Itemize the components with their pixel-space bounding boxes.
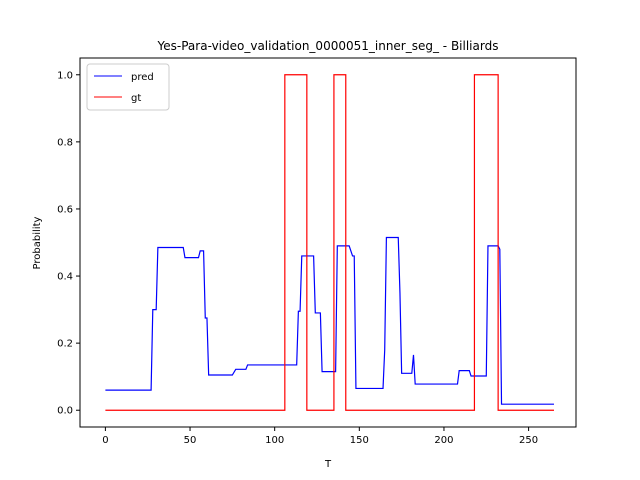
legend-pred-label: pred	[131, 72, 154, 83]
x-axis-label: T	[324, 459, 332, 470]
y-axis-label: Probability	[32, 216, 43, 269]
legend: pred gt	[86, 63, 170, 111]
y-tick-label: 0.2	[57, 339, 73, 350]
legend-box	[86, 63, 170, 111]
y-tick-label: 0.6	[57, 204, 73, 215]
series-layer	[105, 74, 554, 411]
x-tick-label: 100	[265, 435, 284, 446]
y-tick-label: 1.0	[57, 70, 73, 81]
series-line-pred	[105, 236, 554, 405]
plot-frame	[79, 57, 577, 428]
x-tick-label: 150	[350, 435, 369, 446]
x-tick-label: 200	[434, 435, 453, 446]
axis-ticks: 0 50 100 150 200 250 0.0 0.2 0.4 0.6 0.8 1.0	[57, 70, 538, 446]
chart-title: Yes-Para-video_validation_0000051_inner_…	[157, 39, 499, 53]
legend-gt-label: gt	[131, 93, 141, 104]
y-tick-label: 0.8	[57, 137, 73, 148]
series-line-gt	[105, 74, 554, 411]
x-tick-label: 250	[519, 435, 538, 446]
y-tick-label: 0.0	[57, 406, 73, 417]
y-tick-label: 0.4	[57, 272, 73, 283]
x-tick-label: 0	[102, 435, 108, 446]
x-tick-label: 50	[184, 435, 197, 446]
